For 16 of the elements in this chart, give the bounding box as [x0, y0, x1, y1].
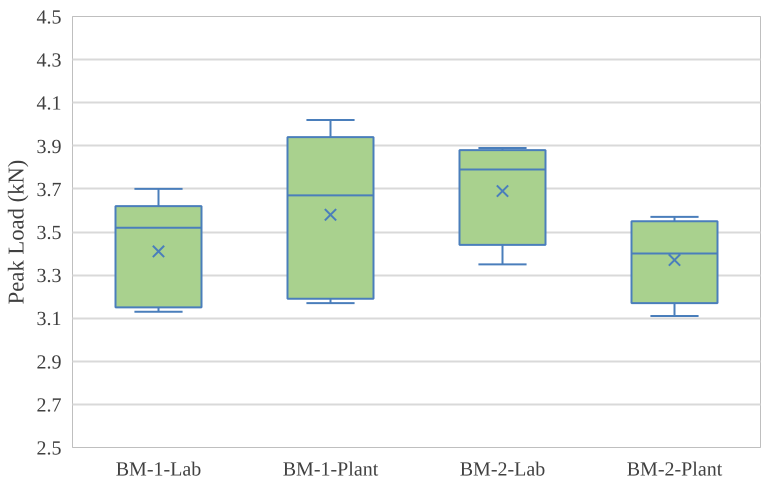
y-tick-label: 4.5: [36, 6, 62, 28]
y-tick-label: 4.1: [36, 92, 62, 115]
x-tick-label: BM-2-Plant: [626, 458, 723, 480]
y-tick-label: 2.7: [36, 394, 62, 416]
x-tick-label: BM-1-Lab: [116, 458, 202, 480]
y-tick-label: 3.3: [36, 265, 62, 288]
x-tick-label: BM-1-Plant: [282, 458, 379, 480]
y-tick-label: 2.9: [36, 351, 62, 374]
y-tick-label: 3.5: [36, 222, 62, 244]
y-tick-label: 3.7: [36, 178, 62, 201]
y-tick-label: 2.5: [36, 438, 62, 460]
y-tick-label: 3.9: [36, 136, 62, 158]
y-tick-label: 3.1: [36, 308, 62, 330]
y-axis-title: Peak Load (kN): [4, 160, 28, 304]
x-tick-label: BM-2-Lab: [460, 458, 546, 480]
y-tick-label: 4.3: [36, 50, 62, 72]
